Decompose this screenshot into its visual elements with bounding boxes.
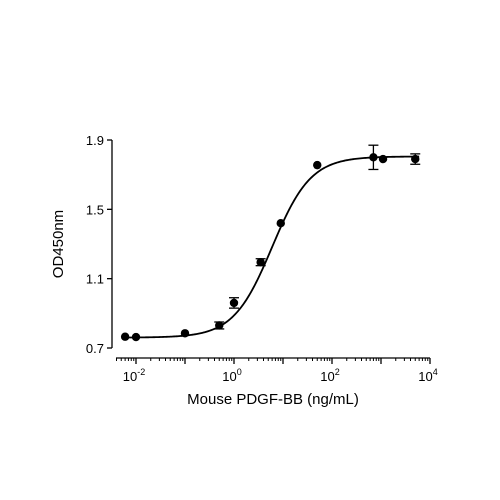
x-tick-base: 10 xyxy=(320,369,334,384)
data-point xyxy=(410,153,421,165)
x-tick-exponent: 2 xyxy=(335,367,340,377)
y-tick-label: 1.5 xyxy=(86,202,104,217)
data-point xyxy=(229,297,239,309)
x-tick-label: 102 xyxy=(320,367,339,384)
data-point xyxy=(120,332,130,341)
data-point xyxy=(180,329,190,338)
data-point xyxy=(131,332,141,342)
x-tick-label: 10-2 xyxy=(123,367,145,384)
y-tick-label: 0.7 xyxy=(86,341,104,356)
fit-curve xyxy=(125,155,420,339)
x-tick-label: 104 xyxy=(418,367,437,384)
axes: 0.71.11.51.910-2 100 102 104 xyxy=(86,133,438,384)
data-point-marker xyxy=(180,329,190,338)
data-point-marker xyxy=(215,321,224,330)
data-point xyxy=(214,321,225,330)
data-point-marker xyxy=(229,298,239,308)
data-point-marker xyxy=(313,160,322,170)
data-point-marker xyxy=(120,332,130,341)
data-point-marker xyxy=(369,153,378,162)
y-tick-label: 1.9 xyxy=(86,133,104,148)
x-tick-exponent: 4 xyxy=(433,367,438,377)
data-point-marker xyxy=(411,154,420,164)
data-point-marker xyxy=(276,219,285,228)
data-point-marker xyxy=(256,258,265,267)
x-tick-base: 10 xyxy=(123,369,137,384)
fit-curve-layer xyxy=(125,155,420,339)
data-point xyxy=(255,258,266,267)
data-points-layer xyxy=(120,144,421,342)
data-point xyxy=(368,144,379,171)
data-point xyxy=(313,160,322,170)
x-axis-title: Mouse PDGF-BB (ng/mL) xyxy=(187,391,359,408)
x-tick-exponent: -2 xyxy=(137,367,145,377)
x-tick-base: 10 xyxy=(418,369,432,384)
x-tick-label: 100 xyxy=(222,367,241,384)
y-tick-label: 1.1 xyxy=(86,272,104,287)
data-point xyxy=(378,154,388,164)
data-point-marker xyxy=(131,332,141,342)
x-tick-exponent: 0 xyxy=(237,367,242,377)
y-axis-title: OD450nm xyxy=(50,210,67,278)
data-point xyxy=(276,219,285,228)
data-point-marker xyxy=(378,154,388,164)
x-tick-base: 10 xyxy=(222,369,236,384)
